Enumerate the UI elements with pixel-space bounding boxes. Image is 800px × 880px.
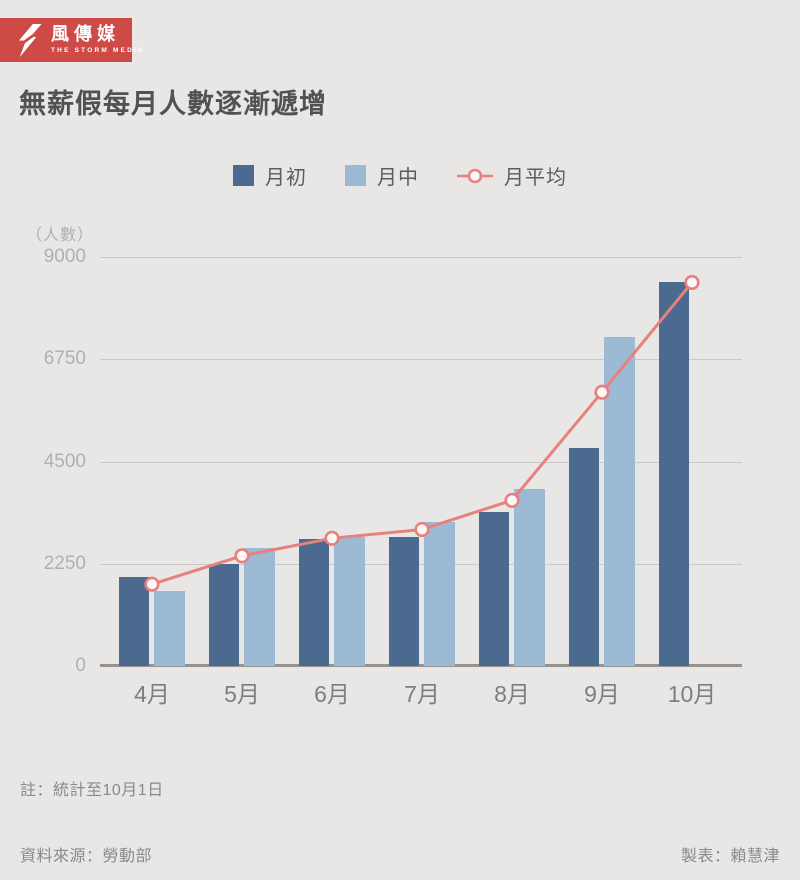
storm-media-logo: 風傳媒 THE STORM MEDIA [0, 18, 143, 62]
y-tick-label-2250: 2250 [43, 552, 86, 574]
logo-text-block: 風傳媒 THE STORM MEDIA [51, 25, 145, 55]
legend-label: 月中 [377, 167, 419, 189]
legend-label: 月初 [265, 167, 307, 189]
average-marker-6月 [324, 530, 340, 546]
x-tick-label-9月: 9月 [584, 681, 620, 707]
bar-月初-5月 [209, 563, 239, 666]
y-tick-label-0: 0 [75, 655, 86, 676]
x-tick-label-7月: 7月 [404, 681, 440, 707]
bar-月初-10月 [659, 282, 689, 666]
legend-line-marker-icon [457, 168, 493, 183]
legend-item-月中: 月中 [345, 161, 419, 190]
legend-swatch-icon [345, 165, 366, 186]
average-marker-7月 [414, 521, 430, 538]
y-tick-label-4500: 4500 [43, 450, 86, 472]
legend-item-月平均: 月平均 [457, 161, 567, 190]
bar-月初-7月 [389, 536, 419, 666]
bar-月中-7月 [424, 521, 455, 666]
bar-月中-8月 [514, 489, 545, 666]
average-marker-5月 [234, 548, 250, 564]
average-line-layer [144, 274, 700, 592]
gridline-6750 [100, 359, 742, 361]
x-tick-label-8月: 8月 [494, 681, 530, 707]
average-marker-4月 [144, 576, 160, 592]
bar-月中-4月 [154, 591, 185, 666]
lightning-icon [15, 23, 42, 57]
y-tick-label-6750: 6750 [43, 348, 86, 370]
legend-label: 月平均 [504, 167, 567, 189]
gridline-2250 [100, 563, 742, 565]
note-text: 註：統計至10月1日 [20, 782, 164, 799]
credit-text: 製表：賴慧津 [680, 848, 780, 865]
bar-月中-6月 [334, 537, 365, 666]
x-tick-label-10月: 10月 [667, 681, 717, 707]
bar-月初-4月 [119, 577, 149, 666]
x-tick-label-4月: 4月 [134, 681, 170, 707]
x-tick-label-5月: 5月 [224, 681, 260, 707]
bar-月中-5月 [244, 547, 275, 666]
bar-月初-8月 [479, 511, 509, 666]
chart-legend: 月初 月中 月平均 [0, 161, 800, 190]
legend-swatch-icon [233, 165, 254, 186]
average-line [151, 281, 694, 586]
source-text: 資料來源：勞動部 [20, 848, 153, 865]
x-axis-line [100, 664, 742, 667]
average-marker-8月 [504, 492, 520, 508]
bar-月初-9月 [569, 447, 599, 666]
x-tick-label-6月: 6月 [314, 681, 350, 707]
page-title: 無薪假每月人數逐漸遞增 [19, 89, 327, 119]
average-marker-9月 [594, 384, 610, 400]
gridline-4500 [100, 461, 742, 463]
y-tick-label-9000: 9000 [43, 246, 86, 267]
y-axis-unit-label: （人數） [25, 227, 94, 244]
logo-subtitle: THE STORM MEDIA [51, 47, 145, 55]
average-marker-10月 [684, 274, 700, 291]
gridline-9000 [100, 257, 742, 258]
bar-月初-6月 [299, 539, 329, 666]
logo-name: 風傳媒 [51, 24, 120, 45]
legend-item-月初: 月初 [233, 161, 307, 190]
plot-area [100, 257, 742, 667]
